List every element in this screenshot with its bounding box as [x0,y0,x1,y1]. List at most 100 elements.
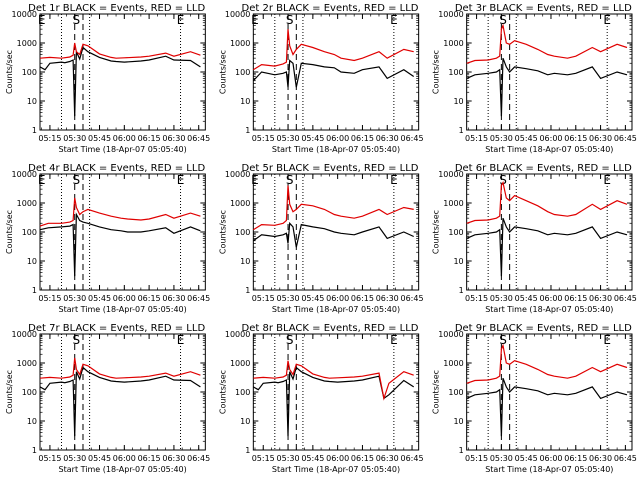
series-line-events [39,212,201,277]
y-tick-label: 10000 [225,330,250,339]
y-tick-label: 1 [32,126,37,135]
x-tick-label: 06:15 [351,134,374,143]
marker-label: S [73,173,81,187]
x-tick-label: 06:30 [376,134,399,143]
x-tick-label: 05:30 [490,454,513,463]
panel-det-2: Det 2r BLACK = Events, RED = LLD 1 10 100 10… [218,3,423,154]
panel-title: Det 9r BLACK = Events, RED = LLD [455,323,632,334]
x-tick-label: 06:30 [376,454,399,463]
x-axis-label: Start Time (18-Apr-07 05:05:40) [59,465,187,474]
series-line-lld [466,23,628,64]
x-tick-label: 05:30 [490,134,513,143]
x-axis-label: Start Time (18-Apr-07 05:05:40) [59,305,187,314]
y-axis-label: Counts/sec [218,210,227,254]
y-tick-label: 1000 [230,39,250,48]
marker-label: E [38,13,46,27]
y-tick-label: 1 [459,286,464,295]
series-line-lld [252,29,414,71]
panel-title: Det 5r BLACK = Events, RED = LLD [242,163,419,174]
marker-label: E [251,173,259,187]
series-line-lld [39,197,201,227]
series-line-events [39,366,201,437]
panel-title: Det 8r BLACK = Events, RED = LLD [242,323,419,334]
x-tick-label: 06:00 [113,454,136,463]
y-tick-label: 100 [235,388,250,397]
marker-label: E [38,173,46,187]
panel-det-1: Det 1r BLACK = Events, RED = LLD 1 10 100 10… [5,3,210,154]
x-tick-label: 05:30 [490,294,513,303]
x-tick-label: 06:15 [564,294,587,303]
marker-label: E [251,13,259,27]
y-axis-label: Counts/sec [5,50,14,94]
series-line-events [252,221,414,248]
x-tick-label: 05:15 [38,454,61,463]
x-tick-label: 06:15 [138,294,161,303]
y-tick-label: 10000 [438,330,463,339]
x-axis-label: Start Time (18-Apr-07 05:05:40) [485,465,613,474]
x-tick-label: 06:30 [589,294,612,303]
panel-title: Det 4r BLACK = Events, RED = LLD [28,163,205,174]
x-tick-label: 06:00 [113,134,136,143]
x-tick-label: 06:00 [326,134,349,143]
y-tick-label: 1000 [17,199,37,208]
y-axis-label: Counts/sec [218,370,227,414]
y-tick-label: 1000 [443,39,463,48]
x-tick-label: 06:00 [113,294,136,303]
series-line-lld [39,357,201,379]
series-line-lld [253,360,414,401]
y-axis-label: Counts/sec [432,370,441,414]
x-tick-label: 05:30 [277,454,300,463]
marker-label: S [499,333,507,347]
y-tick-label: 100 [22,68,37,77]
x-tick-label: 06:45 [401,294,424,303]
x-tick-label: 05:45 [515,454,538,463]
marker-label: S [499,173,507,187]
x-tick-label: 06:45 [614,134,637,143]
x-tick-label: 05:30 [277,294,300,303]
series-line-lld [466,181,628,224]
x-axis-label: Start Time (18-Apr-07 05:05:40) [272,145,400,154]
y-tick-label: 10 [240,97,250,106]
x-tick-label: 06:00 [539,134,562,143]
y-tick-label: 10 [453,417,463,426]
x-tick-label: 06:45 [187,134,210,143]
x-tick-label: 05:15 [38,134,61,143]
y-tick-label: 10000 [225,10,250,19]
series-line-events [466,217,628,277]
marker-label: E [603,13,611,27]
series-line-lld [39,42,201,59]
panel-det-3: Det 3r BLACK = Events, RED = LLD 1 10 100 10… [432,3,637,154]
y-axis-label: Counts/sec [218,50,227,94]
x-tick-label: 06:15 [564,454,587,463]
marker-label: S [73,333,81,347]
y-tick-label: 1 [245,286,250,295]
panel-det-7: Det 7r BLACK = Events, RED = LLD 1 10 100 10… [5,323,210,474]
marker-label: E [603,333,611,347]
panel-title: Det 3r BLACK = Events, RED = LLD [455,3,632,14]
y-tick-label: 10 [453,97,463,106]
x-tick-label: 05:15 [252,454,275,463]
y-tick-label: 100 [22,228,37,237]
y-tick-label: 10 [453,257,463,266]
marker-label: S [286,13,294,27]
marker-label: E [603,173,611,187]
y-tick-label: 1000 [230,199,250,208]
y-tick-label: 10000 [225,170,250,179]
y-tick-label: 1000 [230,359,250,368]
x-tick-label: 06:00 [326,294,349,303]
panel-title: Det 6r BLACK = Events, RED = LLD [455,163,632,174]
x-tick-label: 05:15 [252,134,275,143]
x-tick-label: 06:15 [564,134,587,143]
y-tick-label: 1000 [443,359,463,368]
y-tick-label: 10 [27,97,37,106]
series-line-events [466,57,628,117]
marker-label: E [390,13,398,27]
x-axis-label: Start Time (18-Apr-07 05:05:40) [272,305,400,314]
x-tick-label: 05:45 [88,134,111,143]
x-tick-label: 06:15 [138,134,161,143]
x-tick-label: 06:15 [351,294,374,303]
x-tick-label: 06:45 [401,454,424,463]
y-tick-label: 100 [448,68,463,77]
x-tick-label: 05:45 [515,134,538,143]
